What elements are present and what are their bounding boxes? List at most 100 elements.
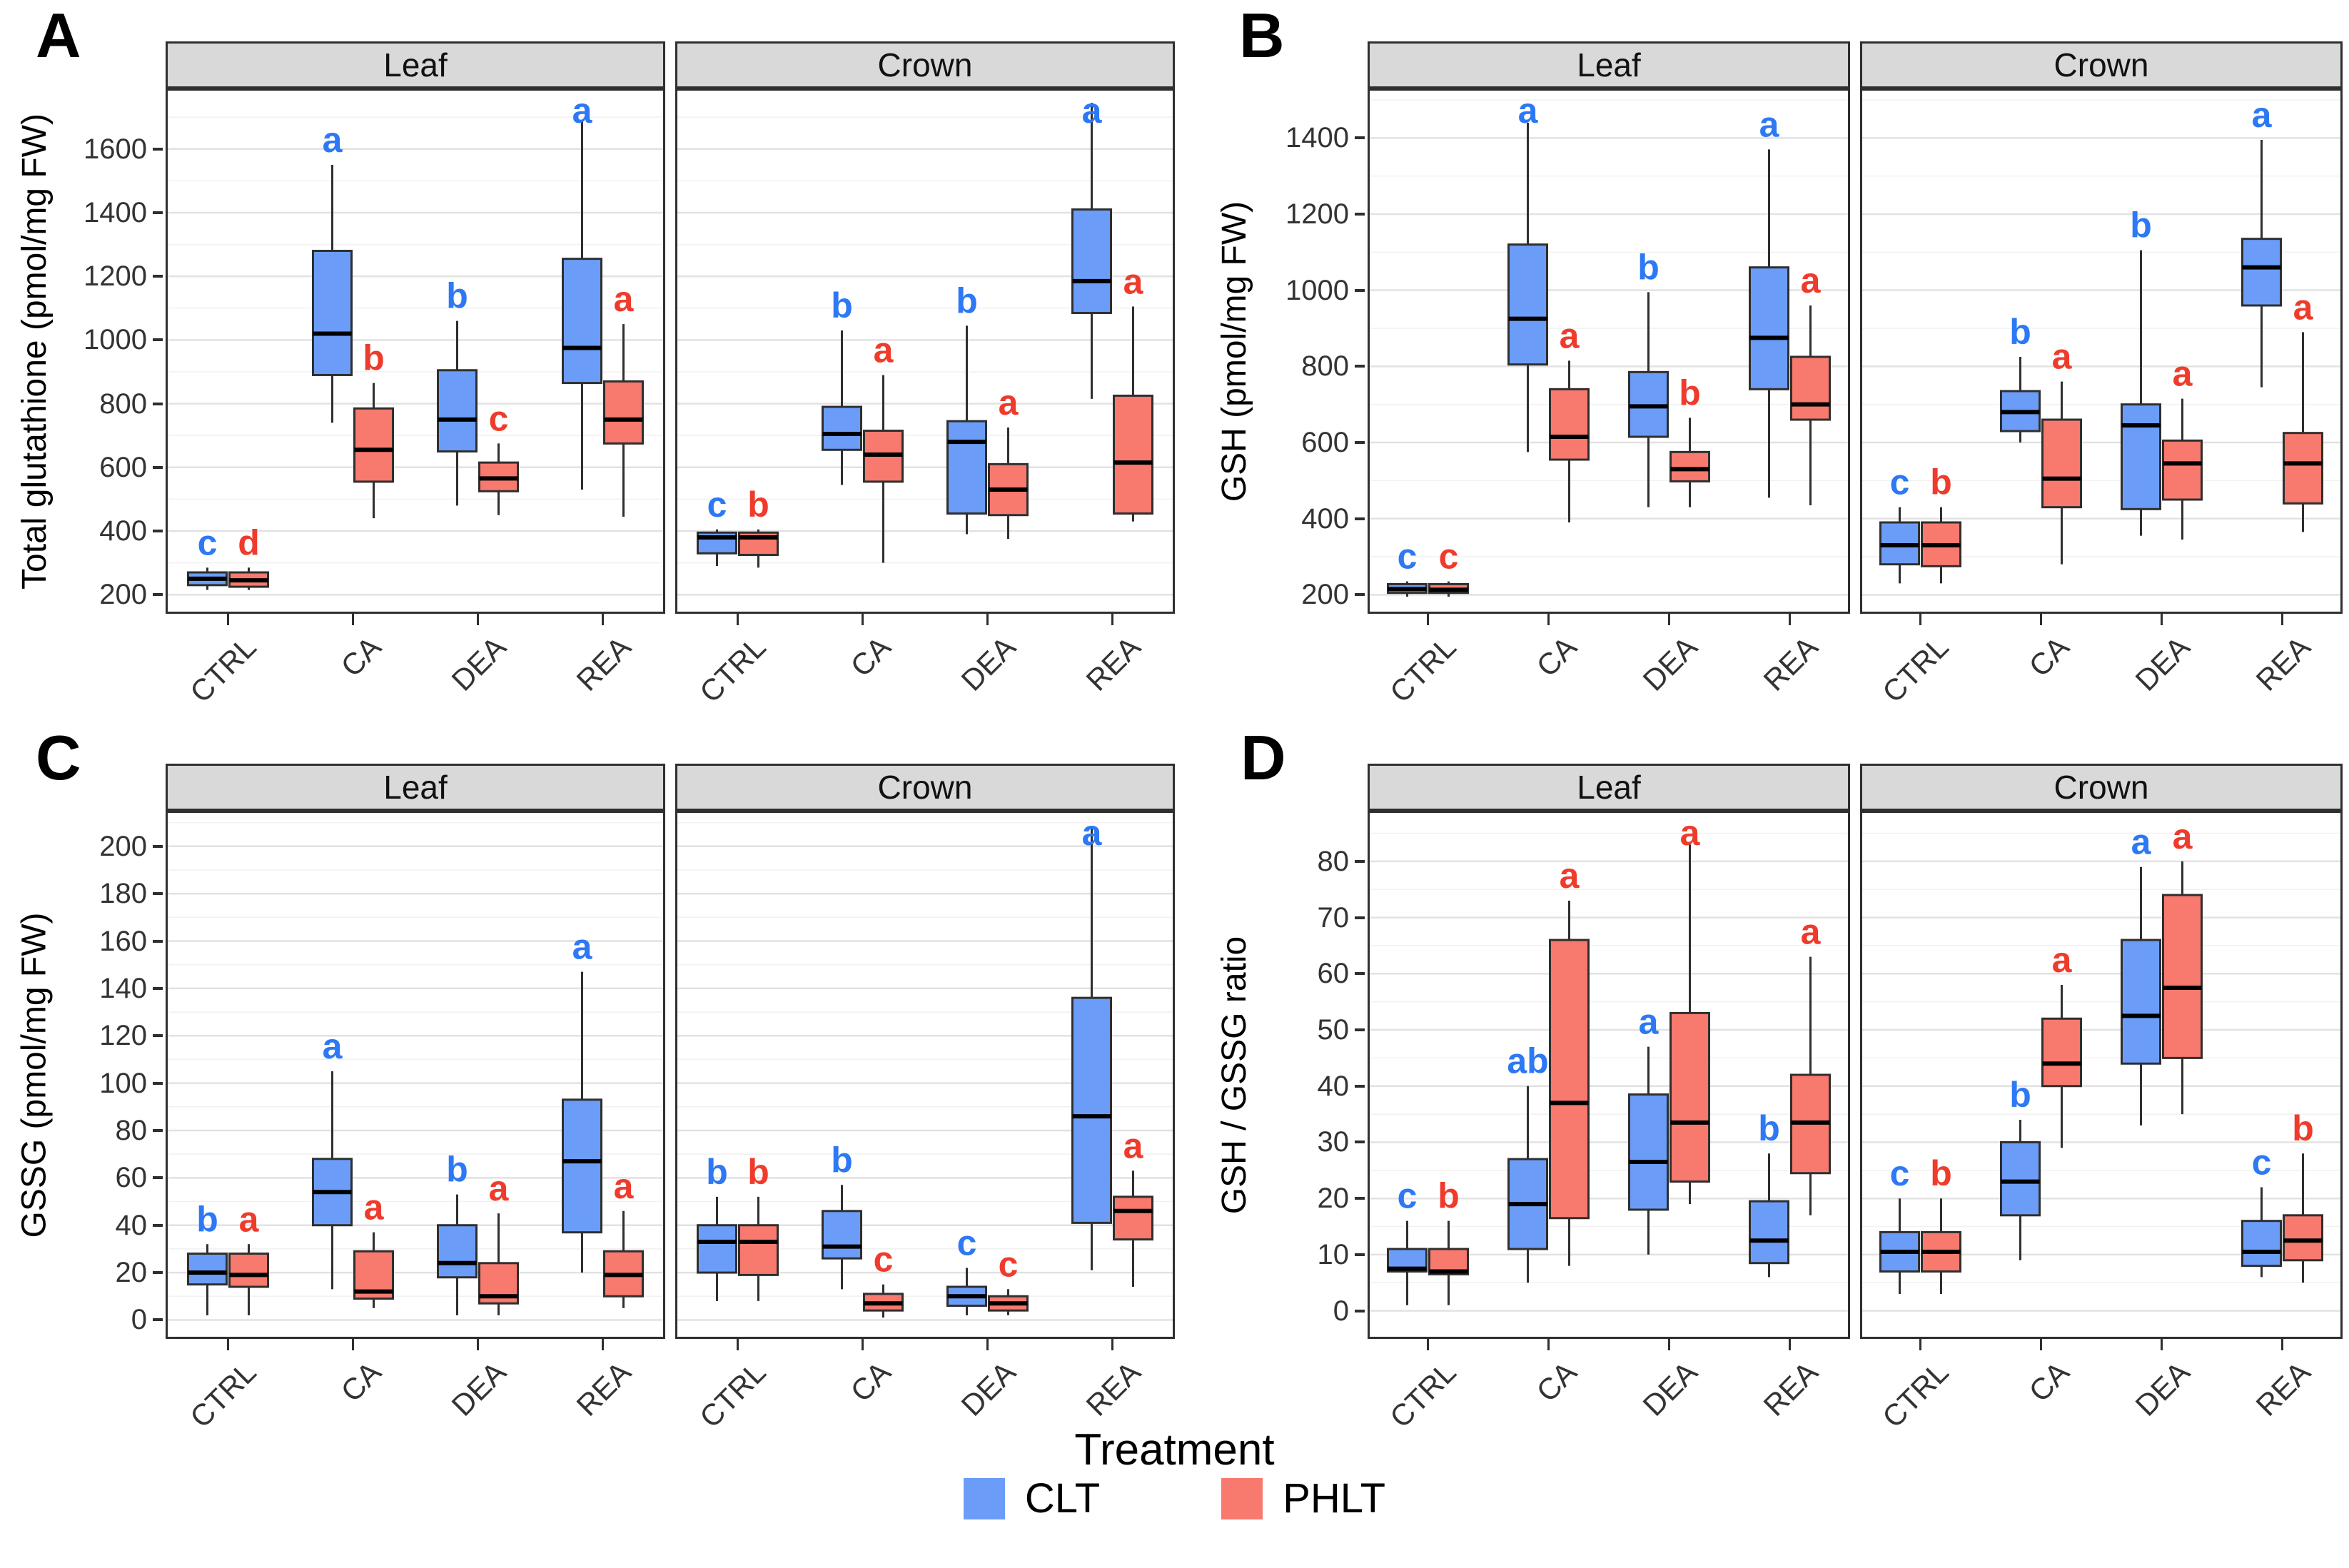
x-tick-label: REA bbox=[1079, 629, 1147, 697]
y-tick-label: 0 bbox=[1333, 1295, 1349, 1327]
sig-letter-clt-CA: a bbox=[1518, 91, 1539, 131]
box-clt-DEA: a bbox=[2121, 822, 2161, 1126]
legend-swatch-clt bbox=[963, 1477, 1005, 1519]
sig-letter-clt-CTRL: c bbox=[1398, 1176, 1418, 1216]
box-phlt-CA: a bbox=[863, 330, 904, 563]
box-phlt-DEA: b bbox=[1669, 373, 1710, 507]
box-phlt-CTRL: b bbox=[1428, 1176, 1469, 1305]
y-tick-label: 20 bbox=[115, 1257, 148, 1289]
sig-letter-clt-REA: a bbox=[1759, 104, 1780, 144]
legend-label-phlt: PHLT bbox=[1283, 1475, 1386, 1522]
y-tick-mark bbox=[1355, 1309, 1365, 1312]
sig-letter-clt-REA: b bbox=[1758, 1108, 1780, 1148]
box-clt-DEA: b bbox=[2121, 206, 2161, 536]
box-phlt-DEA: a bbox=[2162, 816, 2203, 1115]
sig-letter-phlt-REA: b bbox=[2292, 1108, 2314, 1148]
x-tick-label: DEA bbox=[445, 629, 512, 697]
sig-letter-clt-REA: a bbox=[572, 91, 593, 131]
box-phlt-DEA: a bbox=[478, 1168, 519, 1315]
sig-letter-clt-CTRL: b bbox=[196, 1199, 218, 1239]
box-phlt-REA: b bbox=[2283, 1108, 2323, 1283]
y-tick-label: 40 bbox=[1317, 1070, 1350, 1102]
box-phlt-REA: a bbox=[1790, 261, 1831, 505]
x-tick-label: REA bbox=[570, 629, 637, 697]
x-tick-label: DEA bbox=[954, 629, 1022, 697]
y-tick-mark bbox=[153, 1271, 163, 1275]
sig-letter-clt-CA: b bbox=[831, 285, 853, 325]
sig-letter-phlt-REA: a bbox=[1123, 262, 1144, 302]
y-tick-mark bbox=[153, 1223, 163, 1227]
y-tick-label: 1400 bbox=[1285, 122, 1349, 154]
y-tick-label: 180 bbox=[99, 878, 147, 910]
facet-strip-0-1: Crown bbox=[675, 41, 1175, 88]
y-tick-mark bbox=[153, 1176, 163, 1180]
box-phlt-DEA: a bbox=[1669, 813, 1710, 1205]
sig-letter-phlt-DEA: a bbox=[1680, 813, 1701, 853]
box-phlt-REA: a bbox=[603, 1166, 644, 1308]
sig-letter-clt-REA: a bbox=[2252, 95, 2273, 135]
sig-letter-phlt-CTRL: b bbox=[1438, 1176, 1460, 1216]
legend-entry-clt: CLT bbox=[963, 1475, 1101, 1522]
y-tick-label: 70 bbox=[1317, 901, 1350, 934]
x-tick-label: CTRL bbox=[1875, 629, 1955, 709]
y-tick-mark bbox=[153, 275, 163, 278]
y-tick-mark bbox=[153, 1128, 163, 1132]
box-phlt-REA: a bbox=[603, 279, 644, 517]
facet-strip-1-1: Crown bbox=[1860, 41, 2343, 88]
box-phlt-CA: b bbox=[353, 338, 394, 519]
sig-letter-phlt-CA: b bbox=[363, 338, 385, 378]
y-tick-label: 1200 bbox=[84, 261, 147, 293]
sig-letter-clt-REA: a bbox=[1082, 91, 1103, 131]
sig-letter-clt-REA: c bbox=[2252, 1142, 2272, 1182]
y-tick-mark bbox=[153, 402, 163, 405]
x-tick-label: CTRL bbox=[692, 629, 772, 709]
legend-label-clt: CLT bbox=[1024, 1475, 1101, 1522]
x-tick-label: CTRL bbox=[183, 629, 263, 709]
box-clt-CTRL: c bbox=[1879, 462, 1920, 584]
x-tick-label: REA bbox=[1757, 629, 1824, 697]
box-clt-CA: b bbox=[2000, 1075, 2041, 1260]
sig-letter-clt-DEA: c bbox=[957, 1223, 977, 1263]
sig-letter-clt-REA: a bbox=[572, 927, 593, 967]
box-clt-REA: b bbox=[1749, 1108, 1789, 1278]
sig-letter-phlt-CTRL: c bbox=[1439, 537, 1459, 577]
x-axis-title: Treatment bbox=[1074, 1425, 1275, 1475]
y-tick-label: 1600 bbox=[84, 133, 147, 165]
panel-label-2: C bbox=[36, 722, 81, 793]
y-tick-mark bbox=[1355, 1140, 1365, 1144]
sig-letter-clt-DEA: b bbox=[446, 276, 468, 316]
facet-plot-B-Leaf: c c a a b b a a bbox=[1368, 88, 1850, 625]
y-tick-label: 800 bbox=[1301, 350, 1349, 383]
box-clt-REA: a bbox=[1749, 104, 1789, 498]
sig-letter-phlt-CTRL: b bbox=[1930, 462, 1952, 502]
box-phlt-CTRL: b bbox=[1921, 462, 1961, 584]
sig-letter-clt-DEA: b bbox=[1637, 247, 1660, 287]
box-phlt-CTRL: d bbox=[228, 522, 269, 590]
y-tick-label: 30 bbox=[1317, 1126, 1350, 1158]
box-phlt-DEA: c bbox=[478, 398, 519, 515]
y-tick-mark bbox=[153, 892, 163, 896]
facet-strip-2-0: Leaf bbox=[166, 764, 665, 811]
y-tick-label: 600 bbox=[99, 451, 147, 483]
x-tick-label: CA bbox=[843, 629, 897, 684]
x-tick-label: DEA bbox=[2128, 629, 2196, 697]
box-phlt-CTRL: a bbox=[228, 1199, 269, 1315]
sig-letter-clt-CTRL: b bbox=[706, 1152, 728, 1192]
sig-letter-phlt-DEA: c bbox=[999, 1244, 1019, 1284]
box-phlt-CA: a bbox=[2041, 337, 2082, 565]
sig-letter-phlt-CTRL: d bbox=[238, 522, 260, 562]
box-clt-REA: a bbox=[1071, 813, 1112, 1270]
sig-letter-phlt-CA: a bbox=[1560, 856, 1580, 896]
box-clt-CTRL: b bbox=[697, 1152, 737, 1301]
sig-letter-phlt-CA: a bbox=[2052, 940, 2073, 980]
box-phlt-CA: c bbox=[863, 1240, 904, 1318]
y-tick-mark bbox=[1355, 1197, 1365, 1200]
facet-strip-3-0: Leaf bbox=[1368, 764, 1850, 811]
y-tick-label: 120 bbox=[99, 1020, 147, 1052]
box-phlt-DEA: a bbox=[988, 383, 1029, 540]
y-tick-mark bbox=[1355, 1028, 1365, 1032]
sig-letter-clt-CTRL: c bbox=[198, 522, 218, 562]
y-tick-label: 200 bbox=[99, 579, 147, 611]
sig-letter-phlt-CTRL: b bbox=[1930, 1153, 1952, 1193]
